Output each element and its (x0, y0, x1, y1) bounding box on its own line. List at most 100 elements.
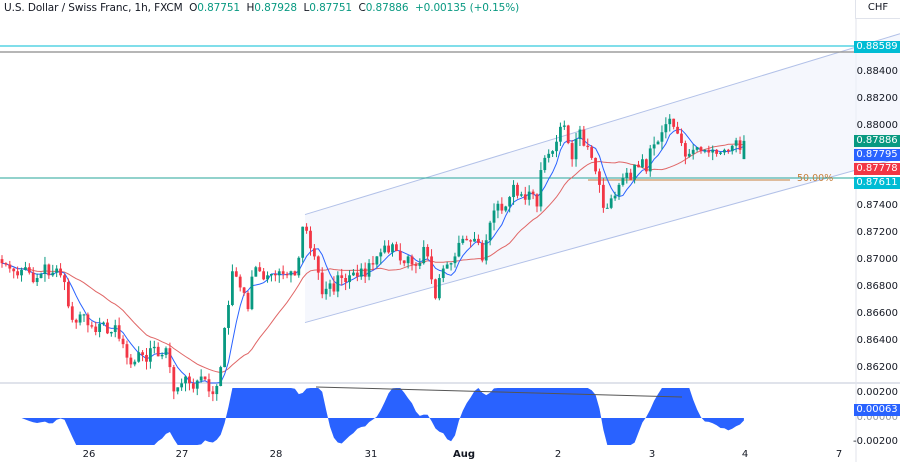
candle (699, 146, 703, 154)
high-value: 0.87928 (254, 2, 298, 14)
candle (4, 262, 8, 267)
candle (258, 262, 262, 272)
candle (496, 200, 500, 219)
candle (410, 254, 414, 271)
candle (63, 273, 66, 291)
candle (313, 244, 316, 260)
candle (47, 263, 51, 279)
candle (664, 117, 668, 139)
candle (39, 272, 43, 279)
candle (145, 347, 148, 370)
support-price-tag: 0.87611 (854, 177, 900, 189)
candle (660, 125, 664, 150)
candle (176, 387, 180, 395)
candle (246, 290, 250, 312)
candle (152, 340, 156, 354)
candle (51, 264, 55, 277)
candle (328, 279, 332, 297)
candle (59, 263, 62, 278)
candle (359, 263, 363, 280)
candle (430, 249, 433, 284)
candle (301, 226, 305, 263)
candle (535, 193, 539, 213)
candle (320, 267, 324, 299)
candle (680, 128, 683, 147)
candle (590, 145, 594, 160)
candle (465, 235, 469, 241)
candle (168, 342, 172, 374)
candle (406, 254, 410, 269)
candle (441, 265, 445, 283)
candle (726, 148, 730, 154)
time-axis-label: Aug (452, 449, 476, 460)
candle (719, 151, 722, 156)
candle (738, 136, 742, 154)
candle (723, 148, 726, 156)
candle (707, 145, 711, 157)
candle (238, 274, 242, 292)
fib-50-label: 50.00% (797, 173, 834, 184)
candle (469, 239, 472, 248)
candle (629, 168, 633, 181)
symbol-legend[interactable]: U.S. Dollar / Swiss Franc, 1h, FXCM O0.8… (4, 2, 519, 14)
candle (109, 331, 113, 337)
candle (500, 197, 504, 214)
channel-upper-line[interactable] (304, 33, 900, 216)
candle (449, 262, 453, 271)
price-axis-label: 0.86800 (856, 281, 898, 292)
candle (637, 160, 640, 168)
candle (31, 267, 35, 284)
time-axis-label: 3 (648, 449, 656, 460)
candle (742, 135, 746, 160)
candle (86, 312, 90, 333)
candle (203, 376, 207, 381)
oscillator-area (2, 388, 744, 445)
candle (609, 194, 613, 210)
candle (547, 149, 551, 163)
candle (598, 168, 601, 193)
candle (141, 350, 144, 362)
channel-lower-line[interactable] (304, 157, 900, 324)
ma-fast-price-tag: 0.87795 (854, 149, 900, 161)
oscillator-pane (2, 386, 744, 445)
candle (160, 352, 164, 360)
candle (125, 340, 129, 365)
candle (195, 379, 199, 396)
candle (293, 270, 297, 276)
candle (601, 178, 605, 213)
candle (523, 186, 527, 205)
high-label: H (246, 2, 255, 14)
candle (121, 335, 125, 349)
horizontal-levels[interactable] (0, 45, 856, 181)
candle (184, 375, 187, 392)
price-axis-label: 0.86400 (856, 335, 898, 346)
candle (82, 313, 86, 322)
candle (527, 185, 531, 206)
close-label: C (358, 2, 366, 14)
candle (35, 273, 39, 287)
currency-button[interactable]: CHF (855, 0, 900, 19)
time-axis-label: 7 (835, 449, 843, 460)
candle (133, 359, 137, 367)
candle (270, 273, 273, 282)
candle (426, 244, 430, 260)
candle (559, 122, 562, 146)
candle (340, 268, 344, 286)
last-price-tag: 0.87886 (854, 135, 900, 147)
candle (703, 149, 707, 154)
candle (113, 319, 117, 338)
open-label: O (189, 2, 198, 14)
indicator-axis-label: -0.00200 (853, 436, 898, 447)
candle (676, 121, 679, 135)
candle (687, 149, 691, 158)
candle (316, 255, 320, 280)
candle (191, 378, 195, 393)
candlesticks (0, 114, 746, 402)
candle (55, 265, 59, 278)
candle (391, 242, 394, 257)
candle (363, 262, 367, 283)
candle (215, 384, 219, 401)
divergence-trendline[interactable] (315, 386, 683, 398)
candle (418, 258, 422, 270)
